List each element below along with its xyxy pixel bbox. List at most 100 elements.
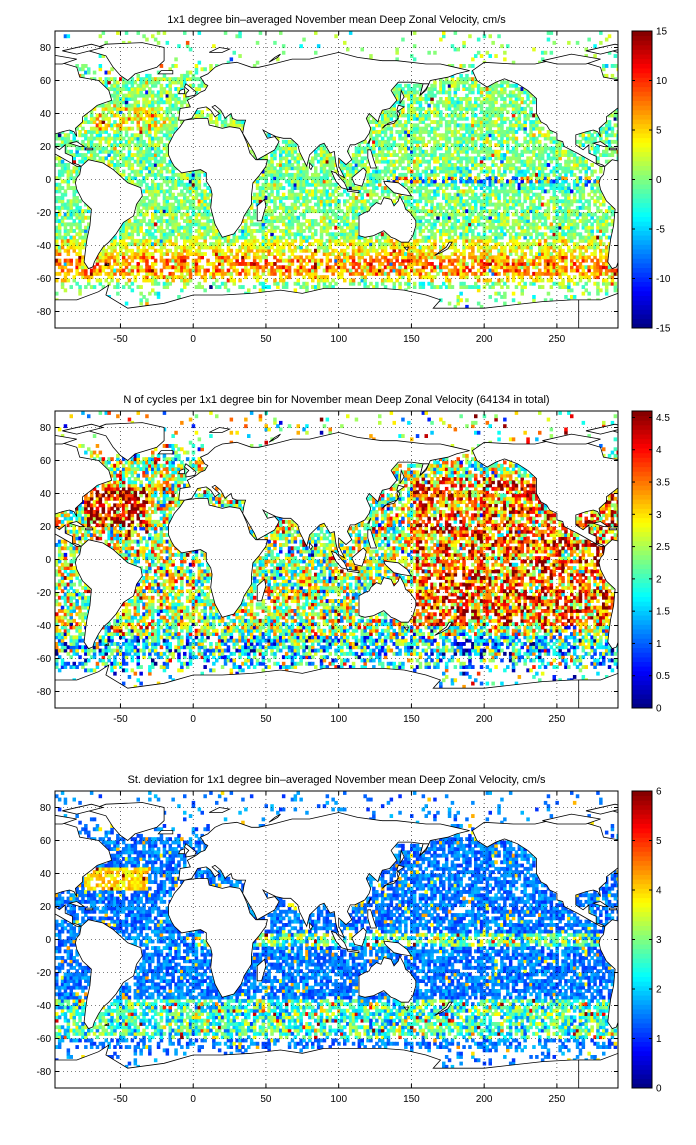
heatmap-cell: [203, 199, 207, 204]
heatmap-cell: [410, 189, 414, 194]
heatmap-cell: [407, 265, 411, 270]
heatmap-cell: [380, 278, 385, 283]
heatmap-cell: [247, 225, 251, 230]
heatmap-cell: [287, 176, 292, 181]
heatmap-cell: [319, 232, 324, 237]
heatmap-cell: [209, 285, 213, 289]
heatmap-cell: [180, 271, 184, 276]
heatmap-cell: [139, 139, 143, 144]
heatmap-cell: [151, 93, 155, 98]
heatmap-cell: [98, 146, 103, 151]
heatmap-cell: [130, 252, 135, 256]
heatmap-cell: [348, 31, 353, 35]
heatmap-cell: [479, 120, 484, 124]
heatmap-cell: [78, 225, 82, 230]
heatmap-cell: [127, 225, 132, 230]
heatmap-cell: [92, 136, 97, 141]
heatmap-cell: [430, 97, 434, 101]
heatmap-cell: [290, 212, 295, 217]
heatmap-cell: [407, 278, 411, 283]
heatmap-cell: [389, 189, 394, 194]
heatmap-cell: [476, 120, 481, 124]
heatmap-cell: [494, 97, 498, 101]
heatmap-cell: [136, 222, 140, 227]
heatmap-cell: [380, 268, 385, 273]
heatmap-cell: [296, 166, 300, 171]
heatmap-cell: [474, 179, 478, 184]
heatmap-cell: [188, 182, 193, 187]
heatmap-cell: [465, 202, 469, 207]
heatmap-cell: [284, 265, 289, 270]
heatmap-cell: [401, 176, 405, 181]
heatmap-cell: [468, 123, 472, 128]
heatmap-cell: [130, 103, 135, 108]
heatmap-cell: [78, 262, 82, 266]
heatmap-cell: [407, 275, 411, 280]
heatmap-cell: [308, 271, 312, 276]
heatmap-cell: [421, 209, 426, 214]
heatmap-cell: [104, 156, 108, 161]
heatmap-cell: [84, 265, 88, 270]
heatmap-cell: [156, 163, 161, 167]
heatmap-cell: [468, 83, 472, 88]
heatmap-cell: [78, 166, 82, 171]
heatmap-cell: [281, 219, 286, 223]
heatmap-cell: [476, 87, 481, 91]
heatmap-cell: [378, 146, 382, 151]
heatmap-cell: [241, 219, 245, 223]
heatmap-cell: [159, 149, 164, 154]
heatmap-cell: [316, 189, 321, 194]
heatmap-cell: [127, 126, 132, 131]
heatmap-cell: [119, 172, 123, 177]
heatmap-cell: [124, 139, 129, 144]
heatmap-cell: [412, 146, 417, 151]
heatmap-cell: [174, 97, 178, 101]
heatmap-cell: [322, 268, 327, 273]
heatmap-cell: [348, 229, 353, 233]
heatmap-cell: [104, 258, 108, 263]
heatmap-cell: [293, 271, 298, 276]
heatmap-cell: [168, 186, 172, 190]
heatmap-cell: [252, 238, 257, 243]
heatmap-cell: [479, 163, 484, 167]
heatmap-cell: [171, 176, 175, 181]
heatmap-cell: [392, 202, 396, 207]
heatmap-cell: [177, 229, 181, 233]
heatmap-cell: [343, 238, 347, 243]
heatmap-cell: [415, 252, 420, 256]
heatmap-cell: [258, 196, 263, 200]
heatmap-cell: [142, 268, 146, 273]
heatmap-cell: [124, 120, 129, 124]
heatmap-cell: [476, 136, 481, 141]
heatmap-cell: [72, 245, 76, 250]
heatmap-cell: [482, 252, 487, 256]
heatmap-cell: [471, 83, 475, 88]
heatmap-cell: [81, 235, 85, 240]
heatmap-cell: [468, 229, 472, 233]
heatmap-cell: [188, 215, 193, 220]
heatmap-cell: [433, 156, 437, 161]
heatmap-cell: [75, 172, 79, 177]
heatmap-cell: [139, 172, 143, 177]
heatmap-cell: [116, 83, 120, 88]
heatmap-cell: [360, 199, 364, 204]
heatmap-cell: [197, 235, 202, 240]
heatmap-cell: [418, 172, 423, 177]
heatmap-cell: [407, 93, 411, 98]
heatmap-cell: [459, 232, 463, 237]
heatmap-cell: [162, 238, 167, 243]
heatmap-cell: [430, 262, 434, 266]
heatmap-cell: [127, 176, 132, 181]
heatmap-cell: [293, 172, 298, 177]
heatmap-cell: [354, 268, 359, 273]
heatmap-cell: [450, 199, 455, 204]
heatmap-cell: [296, 176, 300, 181]
heatmap-cell: [220, 242, 225, 247]
heatmap-cell: [465, 189, 469, 194]
heatmap-cell: [148, 77, 152, 82]
heatmap-cell: [174, 123, 178, 128]
heatmap-cell: [494, 110, 498, 115]
heatmap-cell: [380, 153, 385, 157]
heatmap-cell: [194, 222, 199, 227]
heatmap-cell: [427, 275, 431, 280]
